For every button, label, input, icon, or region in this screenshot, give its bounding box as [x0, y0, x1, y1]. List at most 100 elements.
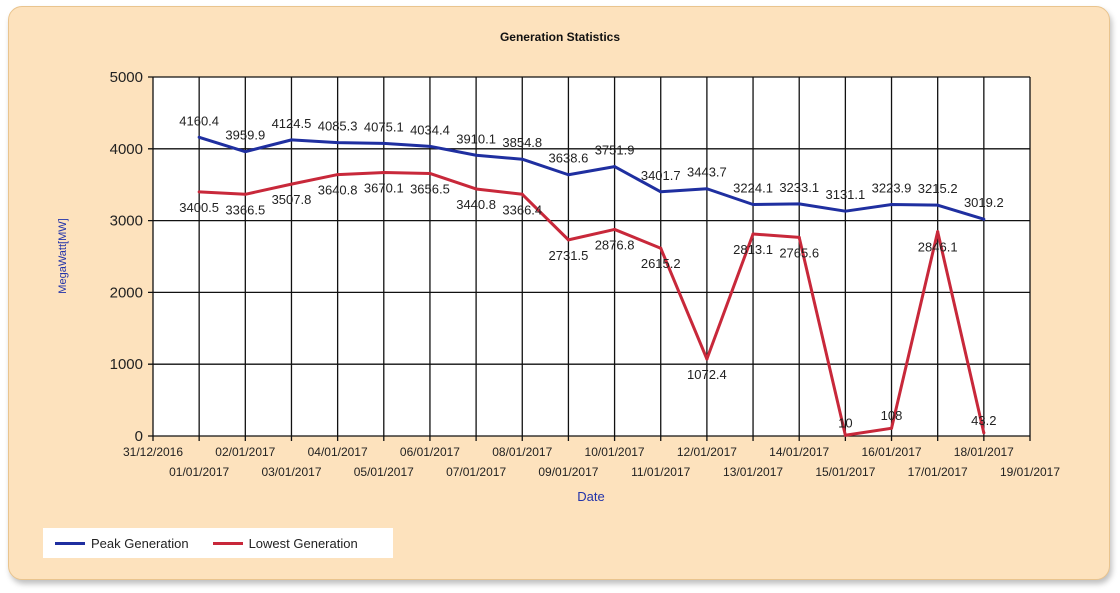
- legend-label-peak: Peak Generation: [91, 535, 189, 551]
- x-tick-label: 17/01/2017: [908, 465, 968, 479]
- data-label: 3401.7: [641, 168, 681, 183]
- data-point: [843, 209, 847, 213]
- data-point: [705, 187, 709, 191]
- x-tick-label: 05/01/2017: [354, 465, 414, 479]
- y-axis-label: MegaWatt[MW]: [57, 218, 69, 293]
- legend-item-peak: Peak Generation: [55, 536, 189, 551]
- y-tick-label: 0: [135, 428, 143, 445]
- plot-area: [153, 77, 1030, 436]
- data-point: [382, 170, 386, 174]
- legend-item-lowest: Lowest Generation: [212, 535, 358, 551]
- data-label: 3215.2: [918, 181, 958, 196]
- data-label: 108: [881, 408, 903, 423]
- legend-swatch-lowest: [212, 541, 243, 545]
- data-label: 3507.8: [272, 192, 312, 207]
- data-point: [474, 153, 478, 157]
- data-label: 4124.5: [272, 116, 312, 131]
- data-label: 3233.1: [779, 180, 819, 195]
- data-point: [982, 431, 986, 435]
- data-label: 3443.7: [687, 165, 727, 180]
- data-label: 3640.8: [318, 183, 358, 198]
- y-tick-label: 4000: [110, 141, 143, 158]
- data-point: [797, 235, 801, 239]
- data-point: [751, 232, 755, 236]
- data-label: 2615.2: [641, 256, 681, 271]
- data-point: [797, 202, 801, 206]
- data-point: [890, 426, 894, 430]
- data-label: 3959.9: [225, 128, 265, 143]
- x-axis-label: Date: [577, 489, 604, 504]
- x-tick-label: 11/01/2017: [631, 465, 690, 479]
- x-tick-label: 04/01/2017: [308, 445, 368, 459]
- data-point: [566, 238, 570, 242]
- data-point: [382, 141, 386, 145]
- data-label: 3366.4: [502, 202, 542, 217]
- data-label: 4085.3: [318, 119, 358, 134]
- y-tick-label: 5000: [110, 69, 143, 86]
- data-label: 4075.1: [364, 119, 404, 134]
- data-point: [197, 135, 201, 139]
- x-tick-label: 07/01/2017: [446, 465, 506, 479]
- data-point: [520, 157, 524, 161]
- data-point: [613, 227, 617, 231]
- legend: Peak Generation Lowest Generation: [43, 528, 393, 558]
- series-line-lowest: [199, 170, 986, 437]
- x-tick-label: 18/01/2017: [954, 445, 1014, 459]
- data-label: 3131.1: [825, 187, 865, 202]
- data-label: 3440.8: [456, 197, 496, 212]
- data-point: [659, 246, 663, 250]
- data-label: 3656.5: [410, 181, 450, 196]
- data-point: [613, 165, 617, 169]
- data-point: [566, 173, 570, 177]
- data-point: [705, 357, 709, 361]
- data-label: 3910.1: [456, 131, 496, 146]
- data-point: [982, 217, 986, 221]
- data-label: 3223.9: [872, 181, 912, 196]
- data-point: [289, 138, 293, 142]
- data-label: 2876.8: [595, 237, 635, 252]
- x-tick-label: 15/01/2017: [815, 465, 875, 479]
- data-point: [843, 433, 847, 437]
- data-label: 3638.6: [549, 151, 589, 166]
- data-point: [474, 187, 478, 191]
- data-label: 3224.1: [733, 181, 773, 196]
- legend-swatch-peak: [55, 541, 85, 545]
- data-label: 1072.4: [687, 367, 727, 382]
- data-point: [197, 190, 201, 194]
- data-label: 2813.1: [733, 242, 773, 257]
- data-label: 3751.9: [595, 143, 635, 158]
- x-tick-label: 14/01/2017: [769, 445, 829, 459]
- data-label: 10: [838, 415, 852, 430]
- series-line-peak: [198, 135, 985, 221]
- chart-title: Generation Statistics: [500, 30, 620, 44]
- x-tick-label: 31/12/2016: [123, 445, 183, 459]
- data-point: [890, 203, 894, 207]
- x-tick-label: 19/01/2017: [1000, 465, 1060, 479]
- data-point: [243, 192, 247, 196]
- data-label: 3366.5: [225, 202, 265, 217]
- data-label: 43.2: [971, 413, 996, 428]
- data-point: [428, 171, 432, 175]
- data-label: 3854.8: [502, 135, 542, 150]
- data-label: 3400.5: [179, 200, 219, 215]
- x-tick-label: 02/01/2017: [215, 445, 275, 459]
- y-tick-label: 3000: [110, 213, 143, 230]
- x-tick-label: 09/01/2017: [538, 465, 598, 479]
- data-label: 4160.4: [179, 113, 219, 128]
- x-tick-label: 06/01/2017: [400, 445, 460, 459]
- data-point: [428, 144, 432, 148]
- legend-label-lowest: Lowest Generation: [248, 535, 358, 551]
- data-point: [751, 203, 755, 207]
- x-tick-label: 01/01/2017: [169, 465, 229, 479]
- data-label: 2765.6: [779, 245, 819, 260]
- data-point: [336, 141, 340, 145]
- data-point: [336, 173, 340, 177]
- data-label: 2846.1: [918, 240, 958, 255]
- data-point: [936, 230, 940, 234]
- data-point: [243, 150, 247, 154]
- x-tick-label: 03/01/2017: [261, 465, 321, 479]
- data-label: 3670.1: [364, 180, 404, 195]
- data-label: 3019.2: [964, 195, 1004, 210]
- x-tick-label: 13/01/2017: [723, 465, 783, 479]
